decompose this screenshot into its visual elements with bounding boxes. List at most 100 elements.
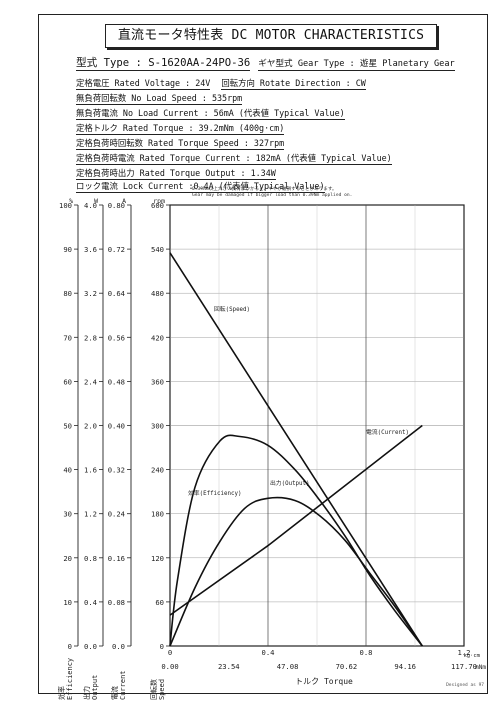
left-axis-tick-label: 4.0 (84, 201, 97, 210)
left-axis-title: Efficiency (66, 658, 74, 700)
series-label-1: 電流(Current) (366, 428, 409, 436)
series-line-1 (169, 424, 423, 616)
left-axis-tick-label: 0.08 (108, 598, 125, 607)
gear-damage-note-jp: 0.39Nm以上大きい負荷がかかると、ギヤが破損することがあります。 (192, 187, 337, 192)
x-tick-kgcm: 0.4 (262, 648, 275, 657)
left-axis-tick-label: 1.6 (84, 466, 97, 475)
left-axis-tick-label: 0.24 (108, 510, 125, 519)
gear-damage-note: 0.39Nm以上大きい負荷がかかると、ギヤが破損することがあります。 Gear … (192, 187, 352, 199)
left-axis-title: Current (119, 670, 127, 700)
left-axis-tick-label: 50 (63, 422, 72, 431)
left-axis-title: Speed (158, 679, 166, 700)
spec-rated-torque-output: 定格負荷時出力 Rated Torque Output : 1.34W (76, 168, 276, 180)
left-axis-tick-label: 180 (151, 510, 164, 519)
left-axis-tick-label: 60 (155, 598, 164, 607)
spec-lock-current: ロック電流 Lock Current :0.4A (代表値 Typical Va… (76, 181, 325, 193)
spec-rated-torque-row: 定格トルク Rated Torque : 39.2mNm (400g·cm) (76, 122, 285, 135)
left-axis-tick-label: 120 (151, 554, 164, 563)
x-tick-kgcm: 0.8 (360, 648, 373, 657)
left-axis-tick-label: 420 (151, 333, 164, 342)
spec-rated-torque-speed-row: 定格負荷時回転数 Rated Torque Speed : 327rpm (76, 137, 285, 150)
left-axis-tick-label: 90 (63, 245, 72, 254)
left-axis-tick-label: 2.8 (84, 333, 97, 342)
spec-rated-voltage: 定格電圧 Rated Voltage : 24V (76, 78, 211, 90)
series-label-0: 回転(Speed) (214, 306, 250, 313)
left-axis-tick-label: 80 (63, 289, 72, 298)
spec-rated-torque-output-row: 定格負荷時出力 Rated Torque Output : 1.34W (76, 167, 276, 180)
left-axis-tick-label: 0 (68, 642, 72, 651)
left-axis-tick-label: 0.64 (108, 289, 125, 298)
left-axis-title: 回転数 (149, 679, 158, 700)
left-axis-unit: % (69, 197, 73, 205)
left-axis-tick-label: 300 (151, 422, 164, 431)
x-unit-mnm: mNm (475, 664, 486, 671)
spec-lock-current-row: ロック電流 Lock Current :0.4A (代表値 Typical Va… (76, 180, 325, 193)
series-label-2: 出力(Output) (270, 479, 310, 487)
series-line-3 (169, 434, 423, 647)
chart-sheet-border (38, 14, 488, 694)
left-axis-title: 出力 (82, 686, 91, 700)
spec-no-load-speed: 無負荷回転数 No Load Speed : 535rpm (76, 93, 243, 105)
left-axis-tick-label: 0.0 (112, 642, 125, 651)
left-axis-title: 電流 (110, 686, 119, 700)
spec-type-row: 型式 Type : S-1620AA-24PO-36 ギヤ型式 Gear Type… (76, 55, 455, 71)
left-axis-tick-label: 30 (63, 510, 72, 519)
left-axis-unit: A (122, 197, 126, 205)
spec-no-load-current: 無負荷電流 No Load Current : 56mA (代表値 Typica… (76, 108, 345, 120)
left-axis-tick-label: 3.2 (84, 289, 97, 298)
x-tick-mnm: 0.00 (161, 662, 178, 671)
left-axis-tick-label: 0.8 (84, 554, 97, 563)
left-axis-tick-label: 0.32 (108, 466, 125, 475)
spec-no-load-current-row: 無負荷電流 No Load Current : 56mA (代表値 Typica… (76, 107, 345, 120)
series-line-0 (169, 252, 423, 647)
spec-voltage-row: 定格電圧 Rated Voltage : 24V 回転方向 Rotate Dir… (76, 77, 366, 90)
spec-rated-torque-speed: 定格負荷時回転数 Rated Torque Speed : 327rpm (76, 138, 285, 150)
left-axis-tick-label: 480 (151, 289, 164, 298)
left-axis-tick-label: 0.4 (84, 598, 97, 607)
x-tick-mnm: 94.16 (394, 662, 416, 671)
left-axis-tick-label: 540 (151, 245, 164, 254)
left-axis-tick-label: 600 (151, 201, 164, 210)
left-axis-tick-label: 0 (160, 642, 164, 651)
left-axis-tick-label: 1.2 (84, 510, 97, 519)
series-line-2 (169, 496, 423, 647)
left-axis-tick-label: 3.6 (84, 245, 97, 254)
spec-rotation: 回転方向 Rotate Direction : CW (221, 78, 366, 90)
x-tick-kgcm: 0 (168, 648, 172, 657)
left-axis-tick-label: 0.48 (108, 377, 125, 386)
spec-no-load-speed-row: 無負荷回転数 No Load Speed : 535rpm (76, 92, 243, 105)
left-axis-title: Output (91, 675, 99, 700)
left-axis-tick-label: 2.0 (84, 422, 97, 431)
left-axis-unit: W (94, 197, 98, 205)
left-axis-tick-label: 0.40 (108, 422, 125, 431)
x-tick-kgcm: 1.2 (458, 648, 471, 657)
x-unit-kgcm: kg·cm (463, 653, 480, 659)
left-axis-tick-label: 10 (63, 598, 72, 607)
left-axis-unit: rpm (153, 197, 165, 205)
gear-damage-note-en: Gear may be damaged if bigger load than … (192, 193, 353, 198)
left-axis-tick-label: 70 (63, 333, 72, 342)
spec-rated-torque-current-row: 定格負荷時電流 Rated Torque Current : 182mA (代表… (76, 152, 392, 165)
x-tick-mnm: 70.62 (336, 662, 358, 671)
spec-rated-torque: 定格トルク Rated Torque : 39.2mNm (400g·cm) (76, 123, 285, 135)
left-axis-tick-label: 100 (59, 201, 72, 210)
x-tick-mnm: 23.54 (218, 662, 240, 671)
left-axis-tick-label: 0.16 (108, 554, 125, 563)
left-axis-title: 効率 (57, 686, 66, 700)
left-axis-tick-label: 0.72 (108, 245, 125, 254)
spec-rated-torque-current: 定格負荷時電流 Rated Torque Current : 182mA (代表… (76, 153, 392, 165)
designed-note: Designed as 97 (446, 683, 484, 688)
left-axis-tick-label: 0.80 (108, 201, 125, 210)
left-axis-tick-label: 360 (151, 377, 164, 386)
chart-title: 直流モータ特性表 DC MOTOR CHARACTERISTICS (105, 24, 437, 48)
left-axis-tick-label: 20 (63, 554, 72, 563)
spec-type: 型式 Type : S-1620AA-24PO-36 (76, 57, 251, 71)
left-axis-tick-label: 0.56 (108, 333, 125, 342)
left-axis-tick-label: 240 (151, 466, 164, 475)
left-axis-tick-label: 40 (63, 466, 72, 475)
x-axis-title: トルク Torque (295, 677, 353, 686)
x-tick-mnm: 47.08 (277, 662, 299, 671)
left-axis-tick-label: 2.4 (84, 377, 97, 386)
x-tick-mnm: 117.70 (451, 662, 477, 671)
